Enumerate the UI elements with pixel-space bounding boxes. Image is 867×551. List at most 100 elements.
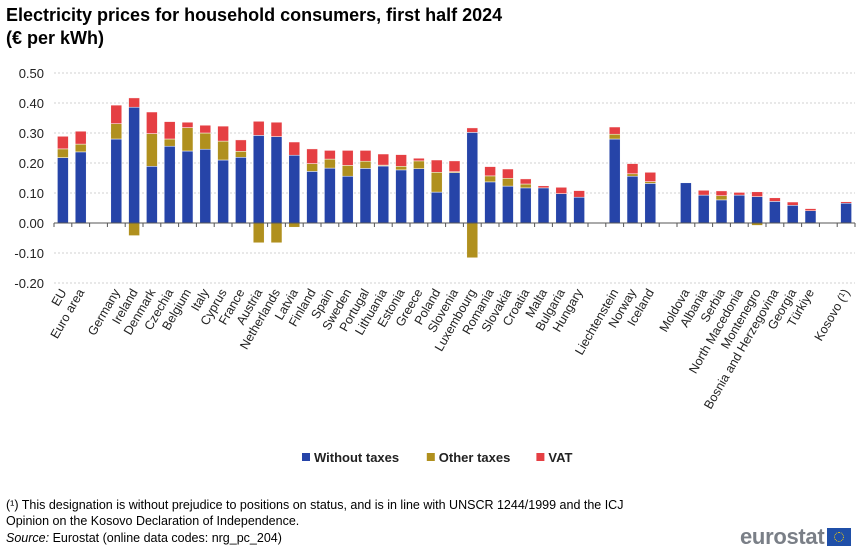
bar-segment — [217, 140, 229, 161]
legend-swatch — [426, 453, 435, 461]
bar-segment — [626, 175, 639, 224]
bar-segment — [217, 159, 229, 224]
bar-segment — [715, 190, 728, 196]
bar-segment — [430, 172, 443, 193]
eu-flag-icon — [827, 528, 852, 546]
bar-segment — [74, 143, 87, 153]
bar-segment — [181, 127, 194, 152]
bar-segment — [199, 132, 212, 150]
bar-segment — [128, 97, 140, 108]
bar-segment — [377, 165, 390, 224]
chart-title: Electricity prices for household consume… — [6, 4, 502, 50]
bar-segment — [395, 166, 407, 171]
bar-segment — [502, 168, 514, 179]
y-tick-label: 0.50 — [19, 66, 44, 81]
y-tick-label: 0.10 — [19, 186, 44, 201]
bar-segment — [110, 138, 123, 224]
bar-segment — [288, 154, 301, 224]
legend-swatch — [302, 453, 310, 461]
legend-label: Without taxes — [314, 450, 399, 465]
bar-segment — [697, 194, 710, 224]
bar-segment — [448, 160, 461, 172]
bar-segment — [341, 165, 354, 177]
bar-segment — [235, 157, 247, 224]
bar-segment — [199, 148, 212, 224]
bar-segment — [537, 187, 550, 224]
title-line-1: Electricity prices for household consume… — [6, 5, 503, 25]
bar-segment — [128, 222, 140, 236]
bar-segment — [181, 150, 194, 224]
bar-segment — [626, 173, 639, 177]
bar-segment — [413, 160, 425, 169]
bar-segment — [110, 104, 123, 124]
bar-segment — [128, 106, 140, 224]
y-tick-label: 0.20 — [19, 156, 44, 171]
bar-segment — [466, 127, 479, 133]
y-tick-label: 0.00 — [19, 216, 44, 231]
bar-segment — [769, 201, 781, 224]
source-note: Source: Eurostat (online data codes: nrg… — [6, 530, 282, 546]
legend-label: Other taxes — [439, 450, 511, 465]
bar-segment — [484, 181, 496, 224]
bar-segment — [608, 126, 621, 135]
bar-segment — [733, 194, 746, 224]
bar-segment — [804, 208, 817, 211]
bar-segment — [74, 151, 87, 224]
bar-segment — [786, 201, 799, 206]
y-tick-label: -0.20 — [14, 276, 44, 291]
bar-segment — [146, 133, 158, 167]
bar-segment — [555, 193, 568, 224]
bar-segment — [146, 166, 158, 224]
bar-segment — [359, 150, 372, 162]
bar-segment — [163, 138, 176, 147]
legend-label: VAT — [548, 450, 572, 465]
bar-segment — [519, 178, 532, 185]
bar-segment — [324, 167, 336, 224]
bar-segment — [57, 148, 69, 158]
bar-segment — [235, 139, 247, 152]
bar-segment — [270, 222, 283, 244]
bar-segment — [413, 157, 425, 162]
bar-segment — [555, 187, 568, 194]
bar-segment — [199, 124, 212, 134]
eurostat-logo: eurostat — [740, 524, 852, 550]
bar-segment — [270, 136, 283, 224]
bar-segment — [57, 136, 69, 150]
bar-segment — [733, 192, 746, 196]
bar-segment — [341, 175, 354, 224]
bar-segment — [341, 150, 354, 166]
logo-text: eurostat — [740, 524, 825, 549]
bar-segment — [306, 171, 318, 224]
bar-segment — [430, 191, 443, 224]
bar-segment — [608, 138, 621, 224]
bar-segment — [840, 201, 852, 204]
x-tick-label: Kosovo (¹) — [812, 287, 853, 344]
bar-segment — [163, 121, 176, 140]
bar-segment — [110, 123, 123, 140]
bar-segment — [484, 166, 496, 177]
footnote: (¹) This designation is without prejudic… — [6, 498, 624, 512]
bar-segment — [288, 141, 301, 156]
bar-segment — [537, 185, 550, 189]
bar-segment — [680, 182, 692, 224]
bar-segment — [306, 163, 318, 172]
bar-segment — [306, 148, 318, 164]
bar-segment — [519, 183, 532, 189]
bar-segment — [751, 196, 763, 224]
bar-segment — [324, 150, 336, 160]
bar-segment — [395, 154, 407, 167]
bar-segment — [181, 121, 194, 128]
bar-segment — [715, 195, 728, 201]
bar-segment — [644, 181, 657, 184]
source-text: Eurostat (online data codes: nrg_pc_204) — [49, 531, 282, 545]
bar-segment — [573, 196, 585, 224]
y-tick-label: -0.10 — [14, 246, 44, 261]
title-line-2: (€ per kWh) — [6, 28, 105, 48]
bar-segment — [448, 172, 461, 224]
bar-segment — [608, 133, 621, 140]
bar-segment — [484, 175, 496, 183]
bar-segment — [252, 222, 265, 244]
bar-segment — [502, 178, 514, 187]
bar-segment — [252, 121, 265, 136]
